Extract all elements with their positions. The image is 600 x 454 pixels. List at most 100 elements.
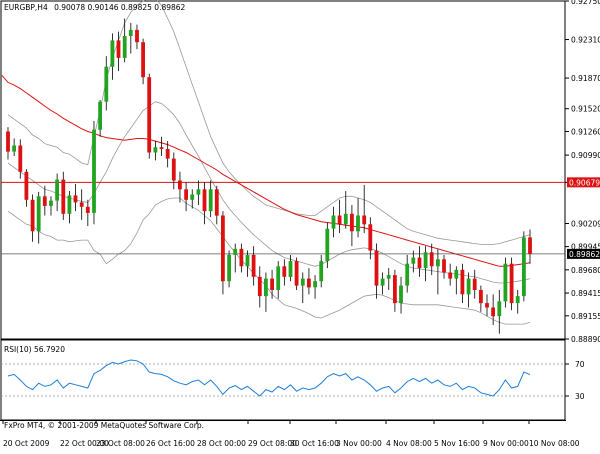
time-tick-label: 30 Oct 16:00 [290,439,339,448]
candle [233,243,238,273]
price-tick-label: 0.89415 [571,289,600,298]
candle [159,136,164,156]
candle-body [362,215,367,225]
candle-body [190,194,195,200]
candle [276,261,281,299]
candle [417,246,422,277]
candle-body [104,66,109,102]
candle-body [454,269,459,279]
time-tick-label: 20 Oct 2009 [3,439,50,448]
candle-body [399,285,403,304]
price-tick-label: 0.92310 [571,36,600,45]
time-tick-label: 28 Oct 00:00 [197,439,246,448]
candle-body [36,196,41,232]
candle [411,250,416,273]
candle-body [417,257,422,269]
candle [92,120,96,225]
candle [454,266,459,295]
candle-body [270,278,274,290]
candle [12,138,16,156]
candle [497,289,502,334]
candle-body [350,213,354,232]
rsi-pane-frame [0,339,566,421]
candle-body [214,189,219,216]
candle-body [319,261,324,282]
candle [61,171,66,220]
candle [325,222,330,269]
time-tick-label: 10 Nov 08:00 [529,439,580,448]
ohlc-values: 0.90078 0.90146 0.89825 0.89862 [54,3,186,12]
candle [350,205,354,247]
price-tick-label: 0.91870 [571,74,600,83]
symbol-header: EURGBP,H4 0.90078 0.90146 0.89825 0.8986… [4,3,185,12]
candle-body [491,307,495,317]
candle-body [282,266,287,277]
price-marker-label: 0.89862 [569,250,600,259]
horizontal-level-marker: 0.90679 [567,177,600,188]
candle [6,127,10,160]
candle-body [55,179,59,201]
candle-body [522,237,526,297]
candle [196,180,201,206]
price-marker-box [567,248,600,259]
candle-body [442,259,446,273]
bollinger-middle-line [7,101,531,284]
candle [282,259,287,286]
candle [442,254,446,279]
candle-body [61,179,66,214]
candle-body [110,40,115,67]
time-tick-label: 22 Oct 00:00 [60,439,109,448]
candle [153,141,158,161]
candle-body [503,263,508,302]
candle [98,99,102,137]
candle [503,257,508,308]
candle [491,294,495,325]
candle [319,254,324,288]
candle [307,268,311,295]
candle [214,185,219,225]
price-tick-label: 0.89680 [571,266,600,275]
candle [522,231,526,302]
candle-body [233,248,238,255]
candle-body [24,171,29,200]
candle [479,285,483,312]
candle-body [116,40,121,58]
candle-body [325,228,330,262]
candle [239,243,244,273]
candle [294,257,299,290]
candle [221,211,225,295]
candle-body [178,180,182,190]
candle [399,276,403,314]
candle [313,275,317,299]
candle-body [12,145,16,152]
candle-body [79,202,84,207]
candle-body [196,189,201,195]
candle [18,139,23,179]
candle-body [208,189,213,212]
candle [509,257,514,311]
candle-body [288,261,293,277]
candle-body [294,261,299,286]
candle-body [460,269,465,295]
candle-body [429,252,434,267]
candle-body [73,195,78,203]
candle-body [472,278,477,290]
candle-body [122,36,127,58]
candle-body [485,303,489,308]
candle-body [257,276,262,297]
candle [251,246,256,286]
candle-body [171,158,176,181]
candle [343,191,348,229]
candle-body [436,259,440,267]
time-tick-label: 9 Nov 00:00 [483,439,529,448]
candle-body [227,254,231,282]
candle [380,272,385,295]
candle [368,217,373,260]
candle-body [221,215,225,282]
candle [227,250,231,288]
candle-body [18,145,23,172]
candle-body [497,301,502,317]
rsi-level-label: 70 [575,360,585,369]
candle-body [423,252,428,269]
